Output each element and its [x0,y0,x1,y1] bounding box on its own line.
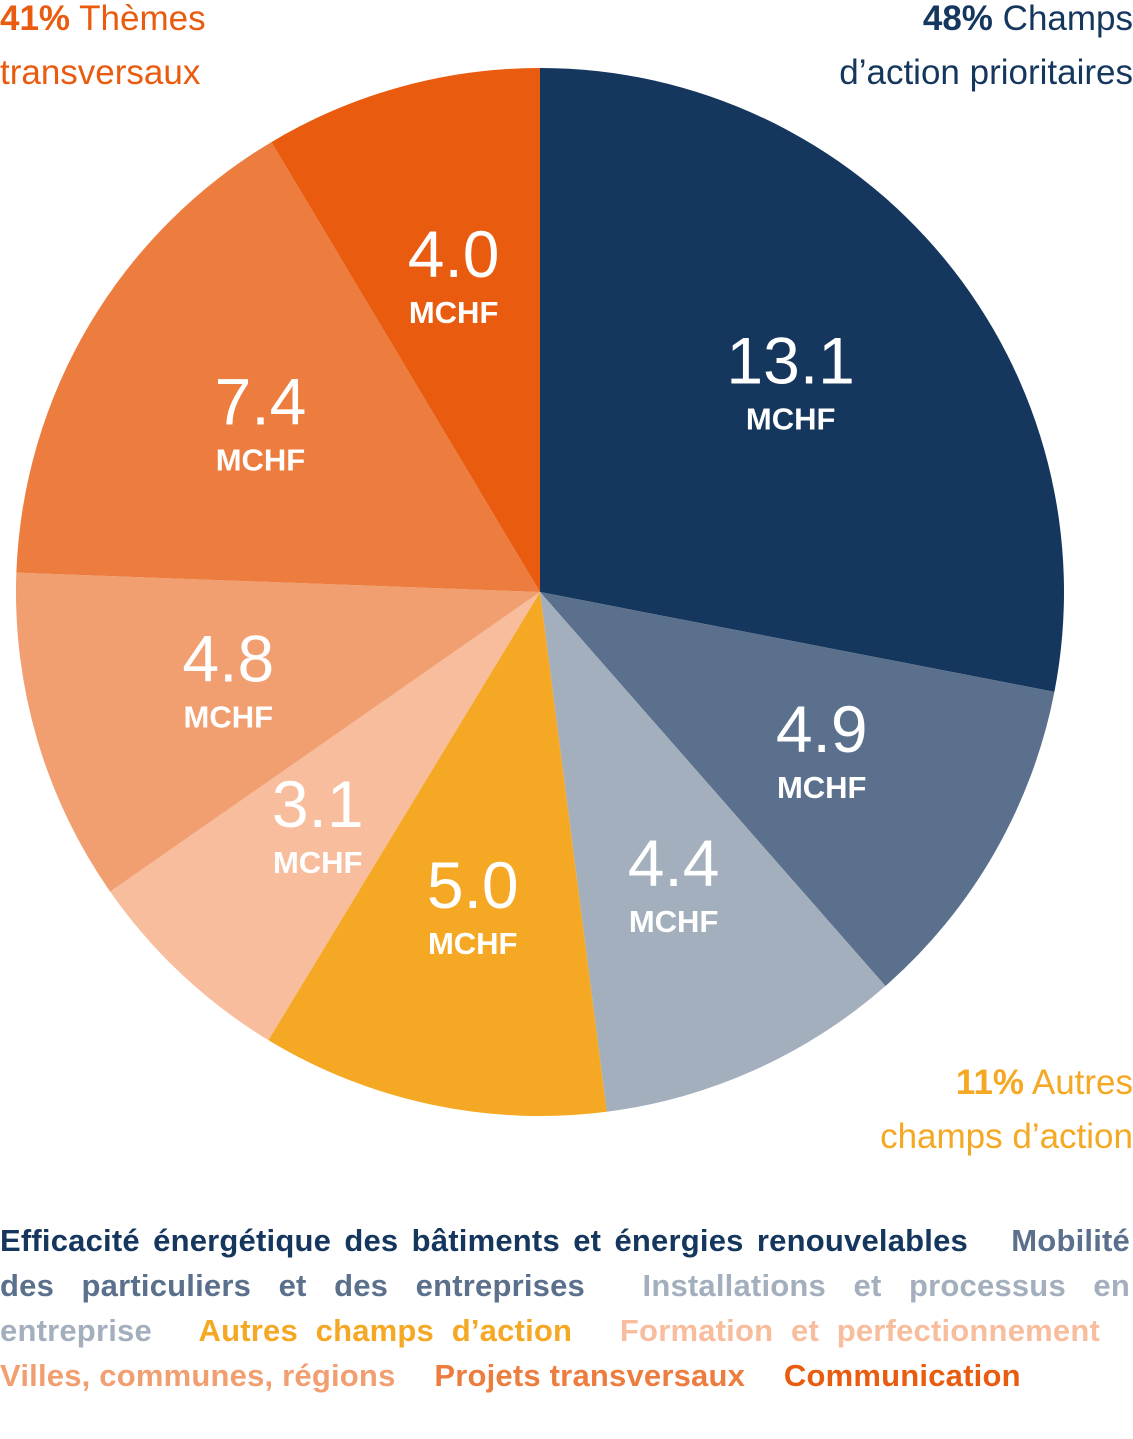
slice-unit-label: MCHF [777,770,867,805]
group-line2-other: champs d’action [880,1117,1133,1156]
group-pct-priority: 48% [922,0,993,38]
pie-slice [268,592,607,1116]
pie-slice [16,142,540,592]
pie-slice [271,68,540,592]
group-line1-priority: Champs [1002,0,1133,38]
slice-unit-label: MCHF [273,845,363,880]
group-line2-themes: transversaux [0,53,201,92]
slice-unit-label: MCHF [409,295,499,330]
slice-value-label: 7.4 [215,364,307,438]
legend-item: Communication [783,1358,1021,1393]
group-line1-other: Autres [1031,1063,1133,1102]
pie-slice [15,572,540,892]
group-line1-themes: Thèmes [79,0,206,38]
slice-value-label: 4.9 [776,692,868,766]
legend-item: Villes, communes, régions [0,1358,396,1393]
slice-value-label: 4.0 [408,217,500,291]
slice-unit-label: MCHF [746,401,836,436]
legend-item: Autres champs d’action [198,1313,573,1348]
group-pct-other: 11% [955,1063,1025,1102]
slice-unit-label: MCHF [216,442,306,477]
slice-value-label: 4.4 [628,826,720,900]
legend-item: Installations et processus en entreprise [0,1268,1130,1348]
pie-slice [540,592,886,1112]
group-line2-priority: d’action prioritaires [839,53,1133,92]
legend-item: Mobilité des particuliers et des entrepr… [0,1223,1130,1303]
group-label-priority: 48% Champs d’action prioritaires [839,0,1133,100]
slice-unit-label: MCHF [428,926,518,961]
slice-value-label: 13.1 [726,323,854,397]
pie-slice [540,68,1064,692]
pie-slice [540,592,1055,987]
chart-legend: Efficacité énergétique des bâtiments et … [0,1218,1130,1398]
legend-item: Formation et perfectionnement [619,1313,1100,1348]
slice-value-label: 5.0 [427,848,519,922]
slice-value-label: 3.1 [272,767,364,841]
group-label-themes: 41% Thèmes transversaux [0,0,206,100]
legend-item: Efficacité énergétique des bâtiments et … [0,1223,968,1258]
group-label-other: 11% Autres champs d’action [880,1056,1133,1164]
pie-slice [110,592,541,1041]
slice-unit-label: MCHF [629,904,719,939]
legend-item: Projets trans­versaux [434,1358,746,1393]
slice-unit-label: MCHF [184,700,274,735]
group-pct-themes: 41% [0,0,71,38]
slice-value-label: 4.8 [182,622,274,696]
